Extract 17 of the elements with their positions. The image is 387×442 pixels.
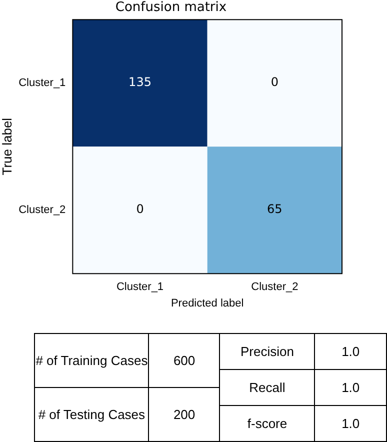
text: # of Training Cases bbox=[34, 334, 149, 388]
x-axis-title: Predicted label bbox=[170, 297, 244, 310]
data-label: 135 bbox=[128, 75, 152, 90]
text: Precision bbox=[220, 334, 315, 370]
text: 1.0 bbox=[314, 370, 386, 406]
text: 200 bbox=[148, 388, 220, 442]
data-label: 0 bbox=[270, 75, 278, 90]
text: 600 bbox=[148, 334, 220, 388]
text: f-score bbox=[220, 406, 315, 442]
text: 1.0 bbox=[314, 406, 386, 442]
data-label: 0 bbox=[136, 202, 144, 216]
chart-title: Confusion matrix bbox=[115, 0, 227, 16]
text: Recall bbox=[220, 370, 315, 406]
data-label: 65 bbox=[267, 202, 282, 216]
text: 1.0 bbox=[314, 334, 386, 370]
text: # of Testing Cases bbox=[34, 388, 149, 442]
y-axis-title: True label bbox=[0, 118, 14, 176]
